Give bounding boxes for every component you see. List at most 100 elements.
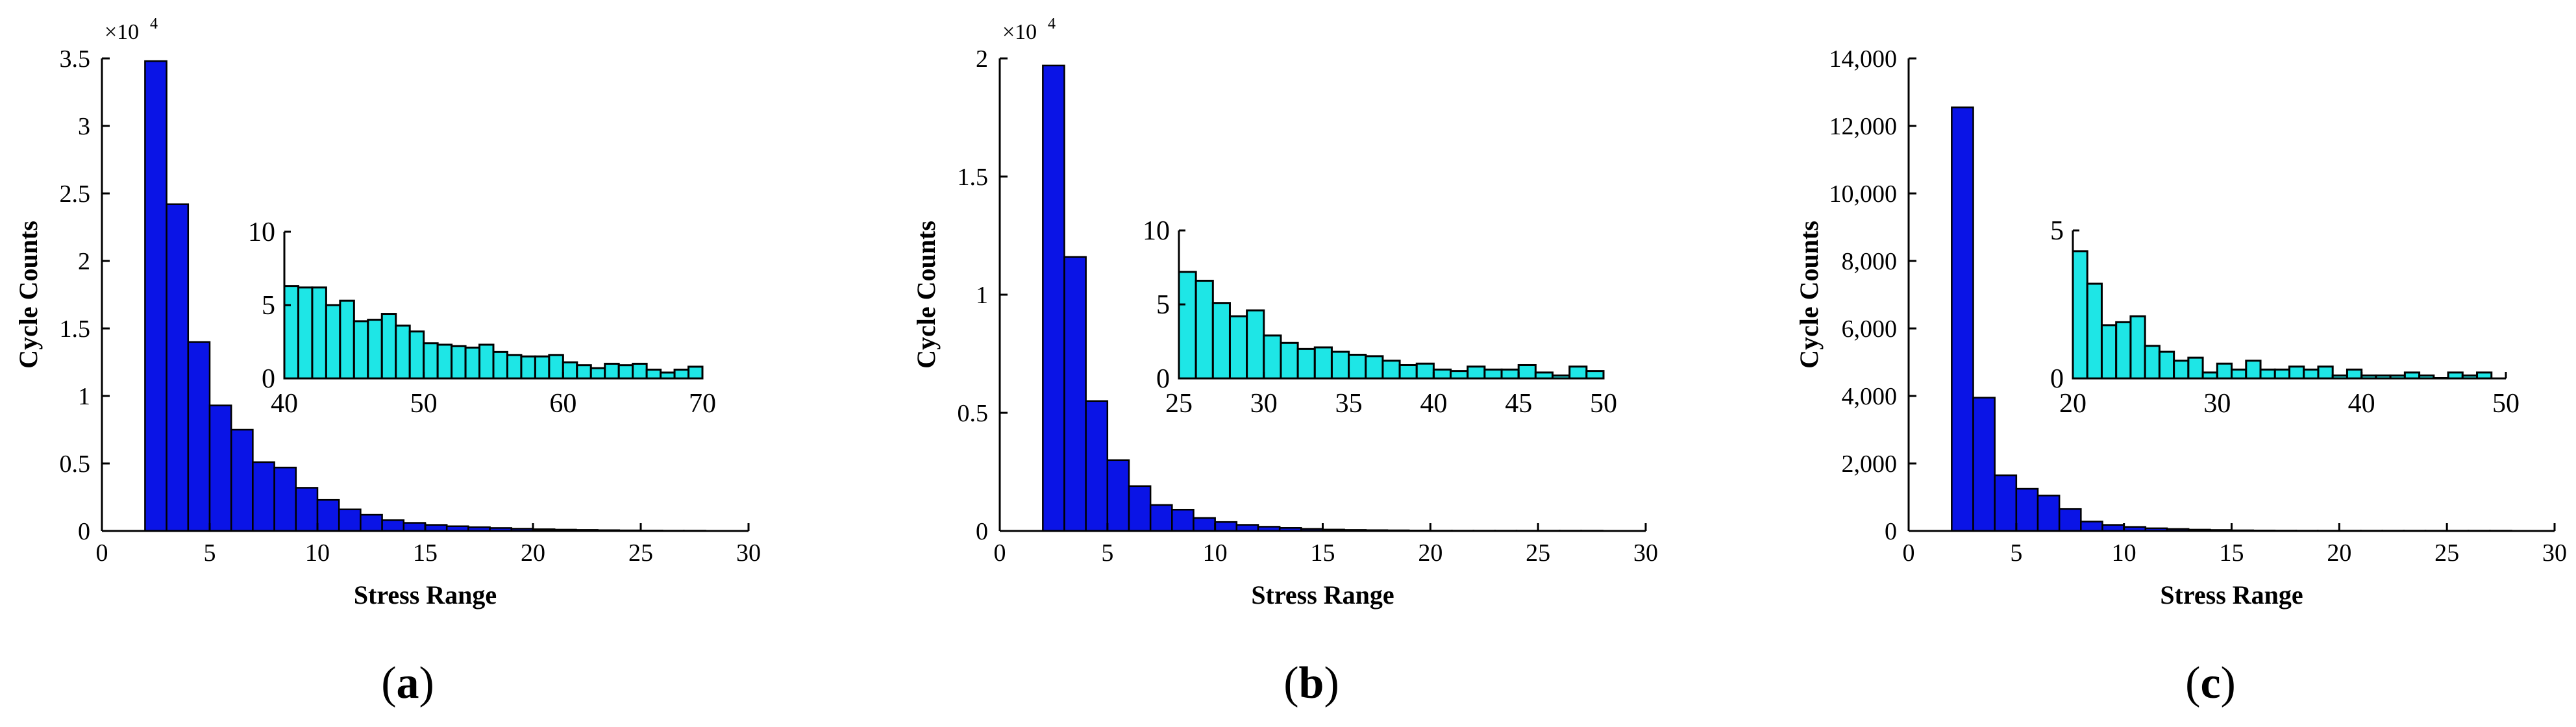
- panel-a-main-bar-8: [295, 487, 319, 532]
- panel-a-main-bar-13: [402, 522, 427, 532]
- panel-a-inset-bar-9: [395, 325, 411, 380]
- panel-b-x-axis-label: Stress Range: [1251, 580, 1394, 610]
- panel-a-inset-bar-11: [423, 342, 439, 380]
- panel-a-main-bar-3: [187, 341, 211, 532]
- panel-c-main-x-tick-label-6: 25: [2434, 539, 2459, 567]
- panel-a-inset-bar-25: [617, 364, 634, 380]
- panel-a-main-bar-4: [208, 404, 232, 532]
- panel-b-main-bar-9: [1214, 521, 1238, 532]
- panel-c-main-bar-7: [2080, 521, 2103, 532]
- panel-a: 0 5 10 15 20 25 30 0 0.5 1 1.5 2 2.5 3 3.5 ×10 4 Stress R…: [14, 16, 761, 708]
- panel-a-label-letter: a: [397, 658, 419, 708]
- panel-b-main-bar-3: [1085, 400, 1109, 532]
- panel-a-inset-bar-16: [492, 351, 508, 380]
- panel-c-label: (c): [2185, 658, 2236, 708]
- panel-a-main-y-tick-label-8: 3.5: [60, 45, 91, 73]
- panel-a-main-x-tick-label-6: 25: [628, 539, 653, 567]
- panel-b-main-bar-8: [1193, 517, 1216, 532]
- panel-c-inset-y-tick-label-1: 0: [2050, 364, 2064, 394]
- panel-b-inset-x-tick-label-4: 40: [1420, 389, 1447, 419]
- panel-a-multiplier-exponent: 4: [150, 16, 158, 32]
- panel-a-inset-bar-8: [380, 313, 397, 380]
- panel-a-main-bar-7: [273, 466, 297, 532]
- panel-a-inset-x-tick-label-4: 70: [689, 389, 716, 419]
- panel-b-inset-bar-11: [1348, 354, 1367, 380]
- panel-b-inset-x-tick-label-2: 30: [1250, 389, 1278, 419]
- panel-b-inset-bar-3: [1211, 302, 1231, 380]
- panel-b-main-x-tick-label-2: 5: [1101, 539, 1113, 567]
- panel-c-inset-bar-17: [2303, 368, 2320, 380]
- panel-b-inset-bar-20: [1500, 368, 1520, 380]
- panel-b-main-y-tick-label-5: 2: [976, 45, 988, 73]
- panel-b-inset-bar-24: [1568, 365, 1588, 380]
- panel-c-inset-bar-6: [2144, 345, 2161, 380]
- panel-c-inset-x-tick-label-1: 20: [2059, 389, 2087, 419]
- panel-a-inset-bar-2: [297, 286, 314, 380]
- panel-a-inset-bar-15: [478, 343, 495, 380]
- panel-b-y-axis-label: Cycle Counts: [911, 221, 941, 369]
- panel-a-inset-bar-7: [367, 319, 383, 380]
- panel-b-inset-bar-21: [1517, 364, 1537, 380]
- panel-a-x-axis-label: Stress Range: [354, 580, 497, 610]
- panel-c-main-y-tick-label-1: 0: [1885, 518, 1897, 545]
- panel-a-inset-bar-21: [562, 361, 578, 380]
- panel-b-inset-bar-13: [1381, 360, 1401, 380]
- panel-c-inset-bar-12: [2231, 368, 2248, 380]
- panel-a-main-y-tick-label-4: 1.5: [60, 315, 91, 343]
- panel-a-label-open-paren: (: [381, 658, 396, 708]
- panel-b-main-x-tick-label-4: 15: [1311, 539, 1335, 567]
- panel-a-y-axis-label: Cycle Counts: [14, 221, 43, 369]
- panel-c-main-y-tick-label-3: 4,000: [1842, 383, 1898, 410]
- panel-a-inset-bar-1: [283, 285, 299, 380]
- panel-a-inset-bar-22: [576, 364, 592, 380]
- panel-c-main-bar-2: [1972, 397, 1996, 532]
- panel-a-main-y-tick-label-7: 3: [78, 113, 90, 140]
- panel-c-main-x-tick-label-2: 5: [2010, 539, 2022, 567]
- panel-b-main-x-tick-label-5: 20: [1418, 539, 1443, 567]
- panel-a-label: (a): [381, 658, 434, 708]
- panel-b-inset-bar-25: [1585, 370, 1605, 380]
- panel-c-y-axis-label: Cycle Counts: [1794, 221, 1824, 369]
- panel-a-main-y-tick-label-6: 2.5: [60, 180, 91, 208]
- panel-a-main-bar-2: [166, 203, 190, 532]
- panel-b-multiplier: ×10: [1002, 20, 1037, 44]
- panel-c-inset-bar-2: [2086, 282, 2103, 380]
- panel-a-main-bar-6: [252, 461, 275, 532]
- panel-c-main-y-tick-label-8: 14,000: [1829, 45, 1898, 73]
- panel-c-inset-bar-18: [2317, 365, 2334, 380]
- panel-a-inset-bar-27: [645, 368, 662, 380]
- panel-a-inset-y-tick-label-3: 10: [248, 217, 275, 247]
- panel-a-inset-bar-6: [353, 320, 369, 380]
- panel-c-inset-x-tick-label-3: 40: [2348, 389, 2375, 419]
- panel-b-inset-bar-4: [1228, 315, 1248, 380]
- panel-b-inset-bar-2: [1195, 280, 1214, 380]
- panel-a-inset-bar-26: [632, 362, 648, 380]
- panel-a-inset-bar-14: [464, 347, 481, 380]
- panel-b-inset-bar-1: [1178, 271, 1197, 380]
- panel-a-inset-x-tick-label-1: 40: [271, 389, 298, 419]
- panel-b-inset-bar-19: [1483, 368, 1503, 380]
- panel-b-main-y-tick-label-3: 1: [976, 282, 988, 309]
- panel-a-main-y-tick-label-5: 2: [78, 248, 90, 275]
- panel-b-main-y-tick-label-1: 0: [976, 518, 988, 545]
- panel-b-inset-bar-15: [1415, 362, 1435, 380]
- panel-b-inset-x-tick-label-6: 50: [1590, 389, 1617, 419]
- panel-b-inset-bar-14: [1398, 364, 1418, 380]
- panel-a-multiplier: ×10: [105, 20, 139, 44]
- panel-b-main-bar-6: [1149, 504, 1173, 532]
- panel-a-main-bar-5: [230, 428, 254, 532]
- panel-c-inset-x-tick-label-2: 30: [2203, 389, 2231, 419]
- panel-b-inset-x-tick-label-3: 35: [1335, 389, 1363, 419]
- panel-c-label-close-paren: ): [2221, 658, 2236, 708]
- panel-b-main-x-tick-label-1: 0: [994, 539, 1006, 567]
- panel-c-inset-bar-8: [2173, 360, 2190, 380]
- panel-a-main-bar-11: [360, 513, 383, 532]
- panel-b-inset-bar-6: [1263, 334, 1282, 380]
- panel-c-inset-bar-5: [2129, 315, 2146, 380]
- panel-b-inset-bar-7: [1280, 341, 1299, 380]
- panel-c-main-y-tick-label-7: 12,000: [1829, 113, 1898, 140]
- panel-a-inset-bar-4: [325, 304, 341, 380]
- panel-c-main-x-tick-label-1: 0: [1903, 539, 1915, 567]
- panel-b-inset-bar-8: [1296, 347, 1316, 380]
